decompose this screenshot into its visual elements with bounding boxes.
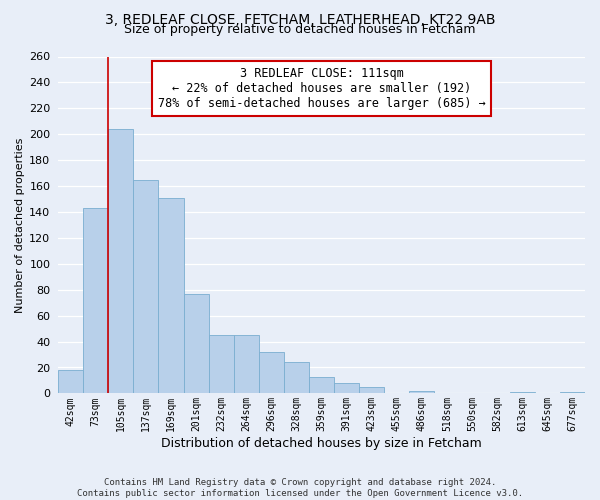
Bar <box>259 352 284 394</box>
Text: Size of property relative to detached houses in Fetcham: Size of property relative to detached ho… <box>124 22 476 36</box>
Bar <box>234 335 259 394</box>
Bar <box>510 392 535 394</box>
Bar <box>58 370 83 394</box>
Bar <box>560 392 585 394</box>
Bar <box>309 376 334 394</box>
Bar <box>359 387 384 394</box>
Bar <box>334 383 359 394</box>
Bar <box>83 208 108 394</box>
Bar <box>409 391 434 394</box>
Bar <box>158 198 184 394</box>
Text: 3 REDLEAF CLOSE: 111sqm
← 22% of detached houses are smaller (192)
78% of semi-d: 3 REDLEAF CLOSE: 111sqm ← 22% of detache… <box>158 66 485 110</box>
Bar <box>284 362 309 394</box>
Bar <box>133 180 158 394</box>
Bar <box>184 294 209 394</box>
Bar <box>108 129 133 394</box>
Y-axis label: Number of detached properties: Number of detached properties <box>15 138 25 312</box>
Text: Contains HM Land Registry data © Crown copyright and database right 2024.
Contai: Contains HM Land Registry data © Crown c… <box>77 478 523 498</box>
Bar <box>209 335 234 394</box>
X-axis label: Distribution of detached houses by size in Fetcham: Distribution of detached houses by size … <box>161 437 482 450</box>
Text: 3, REDLEAF CLOSE, FETCHAM, LEATHERHEAD, KT22 9AB: 3, REDLEAF CLOSE, FETCHAM, LEATHERHEAD, … <box>105 12 495 26</box>
